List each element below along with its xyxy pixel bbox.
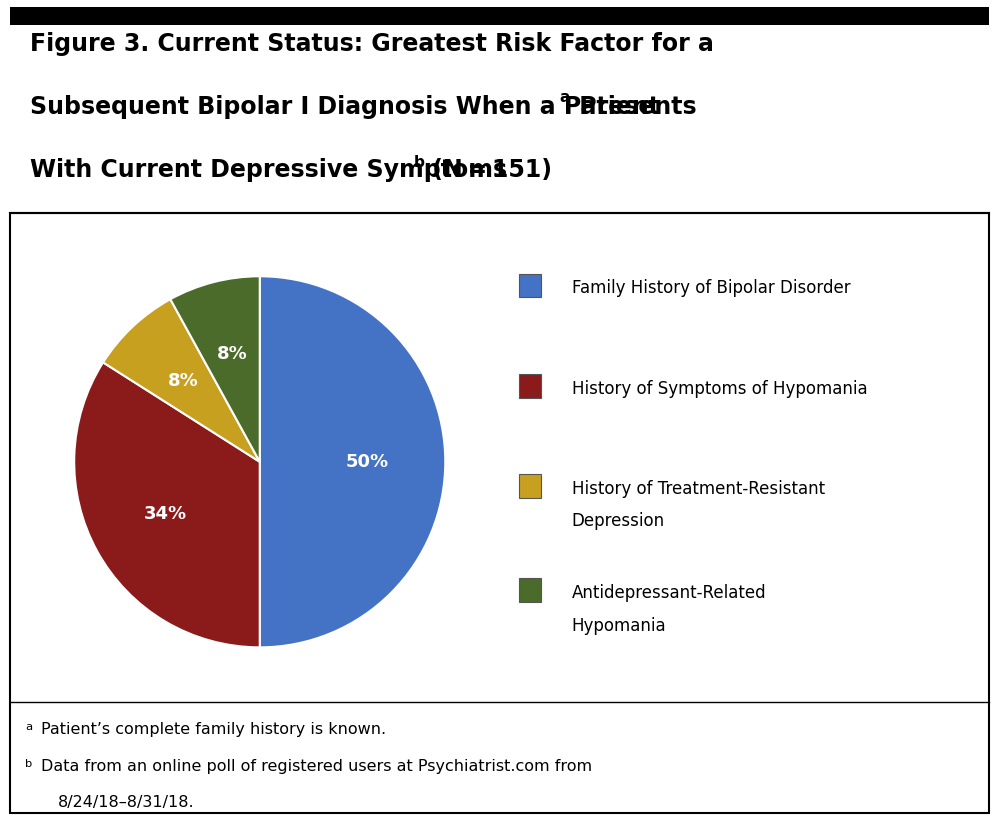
Text: 8%: 8%: [168, 372, 199, 390]
Text: Hypomania: Hypomania: [571, 617, 666, 635]
Text: a: a: [559, 90, 569, 105]
Wedge shape: [74, 362, 260, 647]
Wedge shape: [260, 276, 446, 647]
Text: 8%: 8%: [217, 345, 248, 363]
Text: Patient’s complete family history is known.: Patient’s complete family history is kno…: [41, 722, 387, 736]
Text: Antidepressant-Related: Antidepressant-Related: [571, 584, 766, 602]
Text: 50%: 50%: [346, 453, 389, 470]
Bar: [519, 374, 540, 397]
Bar: [519, 273, 540, 297]
Text: With Current Depressive Symptoms: With Current Depressive Symptoms: [30, 158, 507, 182]
Text: (N = 151): (N = 151): [425, 158, 552, 182]
Text: 34%: 34%: [144, 505, 187, 523]
Text: Family History of Bipolar Disorder: Family History of Bipolar Disorder: [571, 279, 850, 297]
Text: 8/24/18–8/31/18.: 8/24/18–8/31/18.: [58, 796, 195, 810]
Bar: [519, 578, 540, 602]
Wedge shape: [171, 276, 260, 461]
Text: History of Treatment-Resistant: History of Treatment-Resistant: [571, 479, 825, 498]
Text: Depression: Depression: [571, 512, 665, 530]
Text: a: a: [25, 722, 32, 732]
Text: b: b: [414, 155, 425, 170]
Text: Subsequent Bipolar I Diagnosis When a Patient: Subsequent Bipolar I Diagnosis When a Pa…: [30, 95, 660, 119]
Text: Figure 3. Current Status: Greatest Risk Factor for a: Figure 3. Current Status: Greatest Risk …: [30, 32, 714, 56]
Bar: [519, 474, 540, 498]
Text: b: b: [25, 759, 32, 768]
Wedge shape: [103, 299, 260, 461]
Text: Data from an online poll of registered users at Psychiatrist.com from: Data from an online poll of registered u…: [41, 759, 592, 773]
Text: Presents: Presents: [570, 95, 696, 119]
Text: History of Symptoms of Hypomania: History of Symptoms of Hypomania: [571, 379, 867, 397]
